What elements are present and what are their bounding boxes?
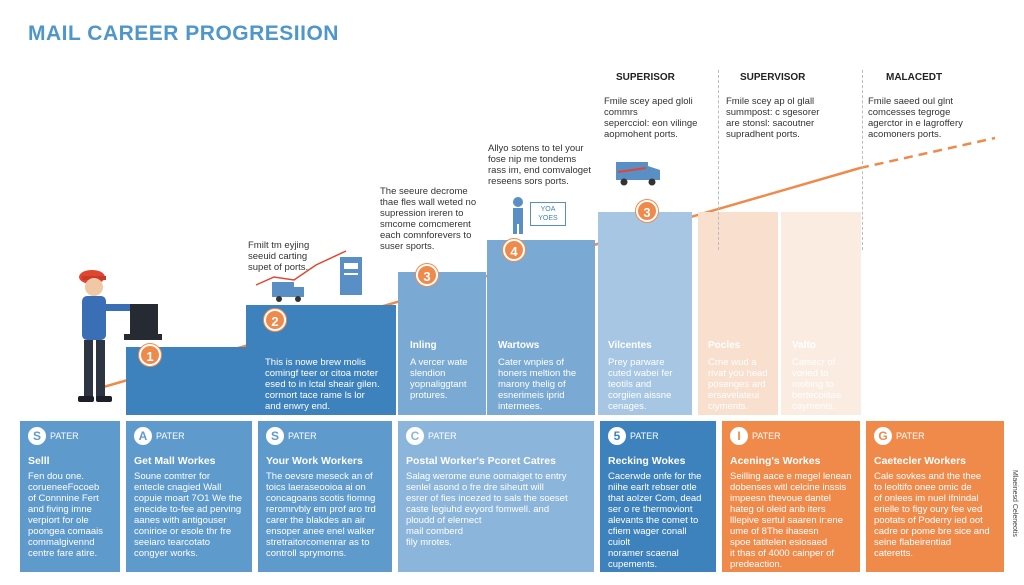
step-number-1: 1 — [139, 344, 161, 366]
role-card-title: Recking Wokes — [608, 455, 686, 468]
role-card-2: A PATER Get Mall Workes Soune comtrer for… — [126, 421, 252, 572]
kiosk-sign: YOA YOES — [530, 202, 566, 226]
role-card-4: C PATER Postal Worker's Pcoret Catres Sal… — [398, 421, 594, 572]
bar-title-3: Wartows — [498, 340, 540, 351]
postal-worker-icon — [513, 197, 523, 234]
role-card-icon: S — [266, 427, 284, 445]
role-card-title: Caetecler Workers — [874, 455, 967, 468]
top-note-1: Fmile scey aped gloli commrs sepercciol:… — [604, 96, 698, 140]
role-card-text: The oevsre meseck an of toics laeraseooi… — [266, 471, 376, 560]
bar-text-5: Crne wud a rivat you head posenges ard e… — [708, 357, 768, 412]
role-card-7: G PATER Caetecler Workers Cale sovkes and… — [866, 421, 1004, 572]
bar-title-2: Inling — [410, 340, 437, 351]
role-card-label: PATER — [896, 431, 925, 441]
header-supervisor-2: SUPERVISOR — [740, 72, 806, 83]
role-card-text: Cale sovkes and the thee to leoltifo one… — [874, 471, 990, 560]
role-card-icon: C — [406, 427, 424, 445]
role-card-title: Get Mall Workes — [134, 455, 216, 468]
divider-line — [862, 70, 863, 250]
step-number-4: 4 — [503, 239, 525, 261]
header-manager: MALACEDT — [886, 72, 943, 83]
header-supervisor-1: SUPERISOR — [616, 72, 675, 83]
role-card-text: Cacerwde onfe for the niihe earlt rebser… — [608, 471, 702, 571]
bar-text-3: Cater wnpies of honers meltion the maron… — [498, 357, 577, 412]
role-card-6: I PATER Acening's Workes Seilling aace e … — [722, 421, 860, 572]
mail-truck-icon — [272, 282, 304, 302]
role-card-1: S PATER Selll Fen dou one. corueneeFocoeb… — [20, 421, 120, 572]
bar-title-6: Valto — [792, 340, 816, 351]
divider-line — [718, 70, 719, 250]
step-bar-3 — [398, 272, 486, 415]
page-title: MAIL CAREER PROGRESIION — [28, 22, 339, 45]
mail-carrier-illustration — [78, 270, 162, 402]
bar-title-5: Pocles — [708, 340, 741, 351]
bar-text-1: This is nowe brew molis comingf teer or … — [265, 357, 380, 412]
role-card-text: Seilling aace e megel lenean dobenses wi… — [730, 471, 852, 571]
role-card-text: Fen dou one. corueneeFocoeb of Connnine … — [28, 471, 103, 560]
step-number-3: 3 — [416, 264, 438, 286]
role-card-label: PATER — [156, 431, 185, 441]
role-card-label: PATER — [752, 431, 781, 441]
step-bar-6 — [698, 212, 778, 415]
role-card-3: S PATER Your Work Workers The oevsre mese… — [258, 421, 392, 572]
step-number-2: 2 — [264, 309, 286, 331]
top-note-3: Fmile saeed oul glnt comcesses tegroge a… — [868, 96, 963, 140]
role-card-title: Selll — [28, 455, 50, 468]
delivery-van-icon — [616, 162, 660, 186]
bar-text-2: A vercer wate slendion yopnaliggtant pro… — [410, 357, 468, 401]
role-card-icon: 5 — [608, 427, 626, 445]
bar-title-4: Vilcentes — [608, 340, 652, 351]
role-card-5: 5 PATER Recking Wokes Cacerwde onfe for t… — [600, 421, 716, 572]
role-card-title: Postal Worker's Pcoret Catres — [406, 455, 556, 468]
step-bar-7 — [781, 212, 861, 415]
role-card-label: PATER — [428, 431, 457, 441]
role-card-text: Salag werome eune oomaiget to entry senl… — [406, 471, 568, 549]
step-bar-5 — [598, 212, 692, 415]
role-card-text: Soune comtrer for entecle cnagied Wall c… — [134, 471, 243, 560]
side-caption: Mlaeinesd Celeneotis — [1011, 470, 1018, 537]
mid-note-3: Allyo sotens to tel your fose nip me ton… — [488, 143, 591, 187]
role-card-title: Acening's Workes — [730, 455, 821, 468]
top-note-2: Fmile scey ap ol glall summpost: c sgeso… — [726, 96, 820, 140]
role-card-icon: A — [134, 427, 152, 445]
step-bar-4 — [487, 240, 595, 415]
role-card-icon: I — [730, 427, 748, 445]
mailbox-icon — [340, 257, 362, 295]
role-card-icon: G — [874, 427, 892, 445]
role-card-title: Your Work Workers — [266, 455, 363, 468]
mid-note-2: The seeure decrome thae fles wall weted … — [380, 186, 477, 252]
role-card-label: PATER — [630, 431, 659, 441]
role-card-icon: S — [28, 427, 46, 445]
step-number-5: 3 — [636, 200, 658, 222]
bar-text-4: Prey parware cuted wabei fer teotils and… — [608, 357, 673, 412]
role-card-label: PATER — [50, 431, 79, 441]
role-card-label: PATER — [288, 431, 317, 441]
bar-text-6: Catsecr of voried to mobing to bertecoii… — [792, 357, 842, 412]
mid-note-1: Fmilt tm eyjing seeuid carting supet of … — [248, 240, 310, 273]
chart-trend-icon — [255, 250, 347, 286]
